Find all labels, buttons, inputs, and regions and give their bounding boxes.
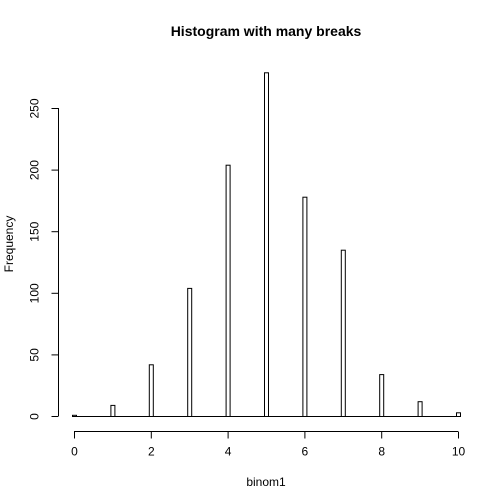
x-tick-label: 10 [452, 445, 466, 459]
y-tick-label: 200 [28, 160, 42, 180]
bars-group [72, 72, 461, 418]
x-tick-label: 8 [378, 445, 385, 459]
y-axis: 0 50 100 150 200 250 [28, 98, 59, 420]
chart-title: Histogram with many breaks [171, 23, 362, 39]
y-axis-label: Frequency [2, 216, 16, 273]
y-tick-label: 100 [28, 283, 42, 303]
x-axis: 0 2 4 6 8 10 [71, 431, 466, 459]
histogram-bar [379, 374, 385, 418]
histogram-bar [110, 404, 116, 417]
histogram-bar [264, 72, 269, 418]
y-tick-label: 0 [28, 413, 42, 420]
histogram-bar [340, 249, 346, 417]
x-tick-label: 6 [302, 445, 309, 459]
histogram-bar [417, 401, 423, 418]
histogram-bar [148, 364, 154, 417]
y-tick-label: 150 [28, 221, 42, 241]
histogram-bar [225, 164, 231, 417]
histogram-bar [456, 412, 461, 417]
histogram-bar [187, 287, 193, 417]
histogram-bar [302, 196, 308, 417]
x-tick-label: 4 [225, 445, 232, 459]
x-tick-label: 0 [71, 445, 78, 459]
y-tick-label: 250 [28, 98, 42, 118]
x-tick-label: 2 [148, 445, 155, 459]
y-tick-label: 50 [28, 348, 42, 362]
x-axis-label: binom1 [246, 475, 286, 489]
